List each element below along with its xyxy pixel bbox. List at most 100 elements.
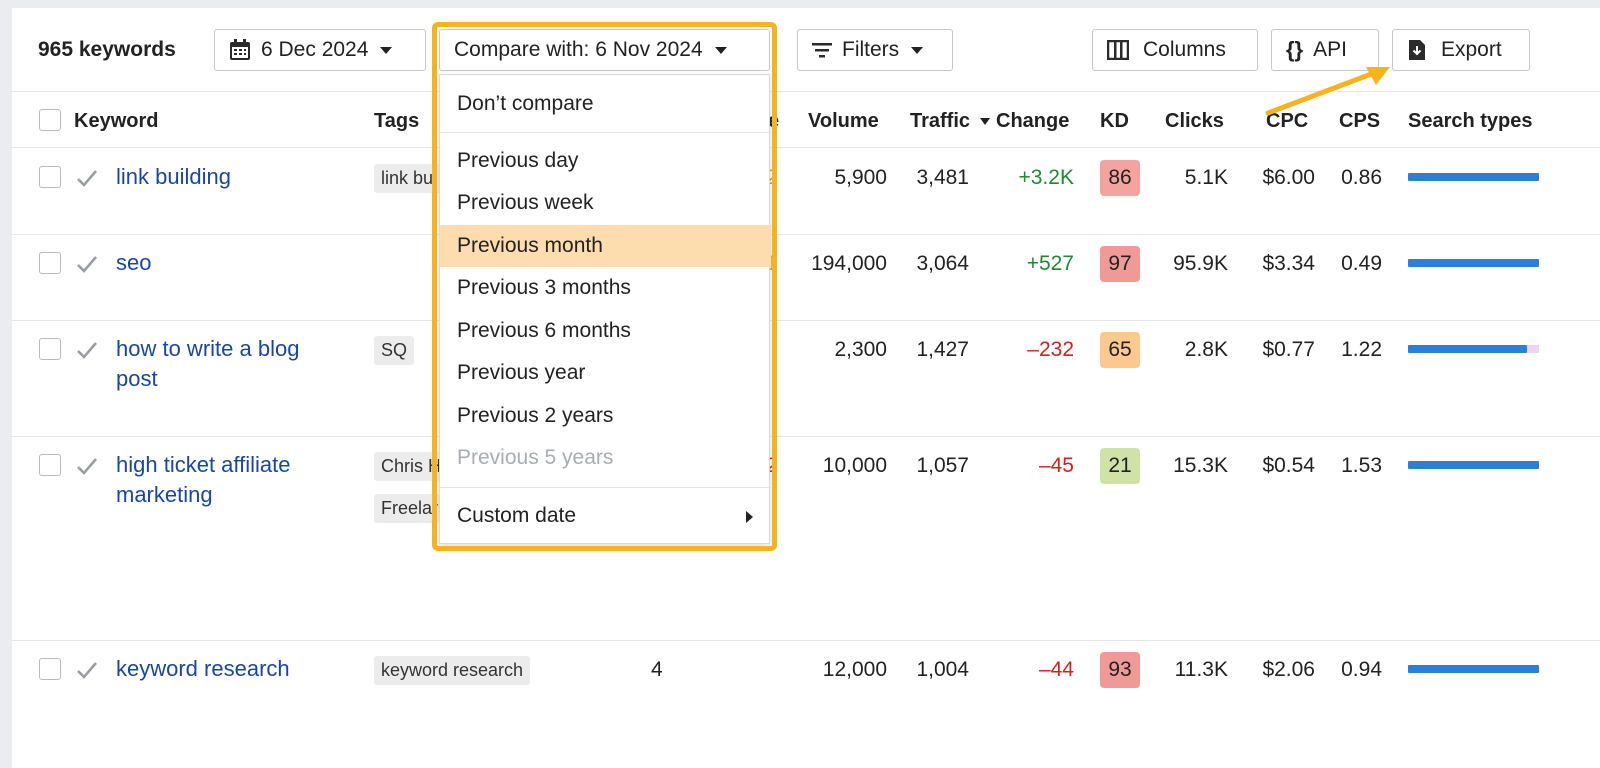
custom-date-label: Custom date (457, 504, 577, 527)
keyword-link[interactable]: seo (116, 250, 152, 275)
table-row: link building link bu 2 5,900 3,481 +3.2… (12, 149, 1600, 235)
tag-chip[interactable]: Chris H (374, 452, 440, 481)
tag-chip[interactable]: Freelar (374, 494, 440, 523)
tag-chip[interactable]: link bu (374, 164, 444, 193)
menu-item-previous-3-months[interactable]: Previous 3 months (457, 276, 631, 299)
checkmark-icon (77, 256, 97, 273)
table-row: seo 1 194,000 3,064 +527 97 95.9K $3.34 … (12, 235, 1600, 321)
search-types-bar (1408, 173, 1539, 181)
table-row: keyword research keyword research 4 12,0… (12, 641, 1600, 727)
clicks-value: 11.3K (1174, 658, 1228, 681)
menu-item-custom-date[interactable]: Custom date (440, 495, 771, 537)
partial-value: 1 (766, 252, 778, 275)
chevron-down-icon (380, 46, 393, 54)
keyword-link[interactable]: how to write a blog post (116, 336, 300, 391)
column-kd[interactable]: KD (1100, 110, 1129, 132)
menu-divider (440, 487, 771, 488)
partial-value: 2 (766, 166, 778, 189)
column-tags[interactable]: Tags (374, 110, 420, 132)
partial-value: 2 (766, 454, 778, 477)
keyword-link[interactable]: high ticket affiliate marketing (116, 452, 291, 507)
search-types-bar-secondary (1527, 345, 1539, 353)
compare-label: Compare with: 6 Nov 2024 (454, 38, 703, 61)
tag-chip[interactable]: keyword research (374, 656, 531, 685)
change-value: –44 (1038, 658, 1074, 681)
filters-button[interactable]: Filters (797, 29, 953, 71)
row-checkbox[interactable] (39, 338, 61, 360)
traffic-value: 1,427 (916, 338, 969, 361)
column-cpc[interactable]: CPC (1266, 110, 1309, 132)
kd-badge: 65 (1100, 332, 1140, 368)
compare-with-button[interactable]: Compare with: 6 Nov 2024 (439, 29, 770, 71)
export-label: Export (1441, 38, 1502, 61)
table-row: high ticket affiliate marketing Chris H … (12, 437, 1600, 641)
column-cps[interactable]: CPS (1339, 110, 1381, 132)
compare-dropdown-menu: Don’t compare Previous day Previous week… (439, 74, 771, 544)
columns-button[interactable]: Columns (1092, 29, 1258, 71)
braces-icon: {} (1286, 37, 1304, 62)
volume-value: 10,000 (822, 454, 887, 477)
keyword-link[interactable]: keyword research (116, 656, 290, 681)
column-volume[interactable]: Volume (808, 110, 879, 132)
search-types-bar (1408, 665, 1539, 673)
clicks-value: 15.3K (1173, 454, 1228, 477)
row-checkbox[interactable] (39, 252, 61, 274)
menu-item-previous-day[interactable]: Previous day (457, 149, 579, 172)
menu-item-previous-6-months[interactable]: Previous 6 months (457, 319, 631, 342)
column-clicks[interactable]: Clicks (1165, 110, 1224, 132)
export-button[interactable]: Export (1392, 29, 1530, 71)
search-types-bar (1408, 461, 1539, 469)
keywords-panel: 965 keywords 6 Dec 2024 Compare with: 6 … (12, 8, 1600, 768)
row-checkbox[interactable] (39, 454, 61, 476)
columns-label: Columns (1143, 38, 1226, 61)
column-search-types[interactable]: Search types (1408, 110, 1533, 132)
menu-item-previous-5-years: Previous 5 years (457, 446, 614, 469)
volume-value: 194,000 (811, 252, 887, 275)
date-picker-button[interactable]: 6 Dec 2024 (214, 29, 426, 71)
search-types-bar (1408, 345, 1527, 353)
checkmark-icon (77, 170, 97, 187)
sort-desc-icon (979, 118, 990, 126)
kd-badge: 86 (1100, 160, 1140, 196)
column-traffic-label: Traffic (910, 110, 971, 132)
table-row: how to write a blog post SQ 2,300 1,427 … (12, 321, 1600, 437)
row-checkbox[interactable] (39, 658, 61, 680)
cps-value: 0.86 (1341, 166, 1382, 189)
volume-value: 5,900 (834, 166, 887, 189)
tag-chip[interactable]: SQ (374, 336, 415, 365)
api-label: API (1313, 38, 1347, 61)
row-checkbox[interactable] (39, 166, 61, 188)
menu-item-previous-2-years[interactable]: Previous 2 years (457, 404, 614, 427)
column-traffic[interactable]: Traffic (910, 110, 990, 133)
cpc-value: $0.77 (1262, 338, 1315, 361)
checkmark-icon (77, 458, 97, 475)
menu-item-previous-month[interactable]: Previous month (440, 225, 771, 267)
volume-value: 12,000 (822, 658, 887, 681)
keyword-count: 965 keywords (38, 38, 176, 61)
menu-item-previous-year[interactable]: Previous year (457, 361, 586, 384)
clicks-value: 2.8K (1184, 338, 1228, 361)
traffic-value: 1,004 (916, 658, 969, 681)
clicks-value: 5.1K (1184, 166, 1228, 189)
cps-value: 0.49 (1341, 252, 1382, 275)
table-header: Keyword Tags e Volume Traffic Change KD … (12, 92, 1600, 148)
api-button[interactable]: {} API (1271, 29, 1379, 71)
keyword-link[interactable]: link building (116, 164, 231, 189)
toolbar: 965 keywords 6 Dec 2024 Compare with: 6 … (12, 8, 1600, 92)
cpc-value: $6.00 (1262, 166, 1315, 189)
kd-badge: 97 (1100, 246, 1140, 282)
column-keyword[interactable]: Keyword (74, 110, 159, 132)
filter-lines-icon (812, 41, 832, 59)
menu-item-previous-week[interactable]: Previous week (457, 191, 594, 214)
cpc-value: $2.06 (1262, 658, 1315, 681)
change-value: +527 (1026, 252, 1074, 275)
cpc-value: $0.54 (1262, 454, 1315, 477)
search-types-bar (1408, 259, 1539, 267)
cpc-value: $3.34 (1262, 252, 1315, 275)
menu-item-dont-compare[interactable]: Don’t compare (457, 92, 594, 115)
chevron-down-icon (714, 46, 727, 54)
annotation-arrow-icon (1265, 67, 1390, 116)
cps-value: 1.22 (1341, 338, 1382, 361)
column-change[interactable]: Change (996, 110, 1070, 132)
select-all-checkbox[interactable] (39, 109, 61, 131)
